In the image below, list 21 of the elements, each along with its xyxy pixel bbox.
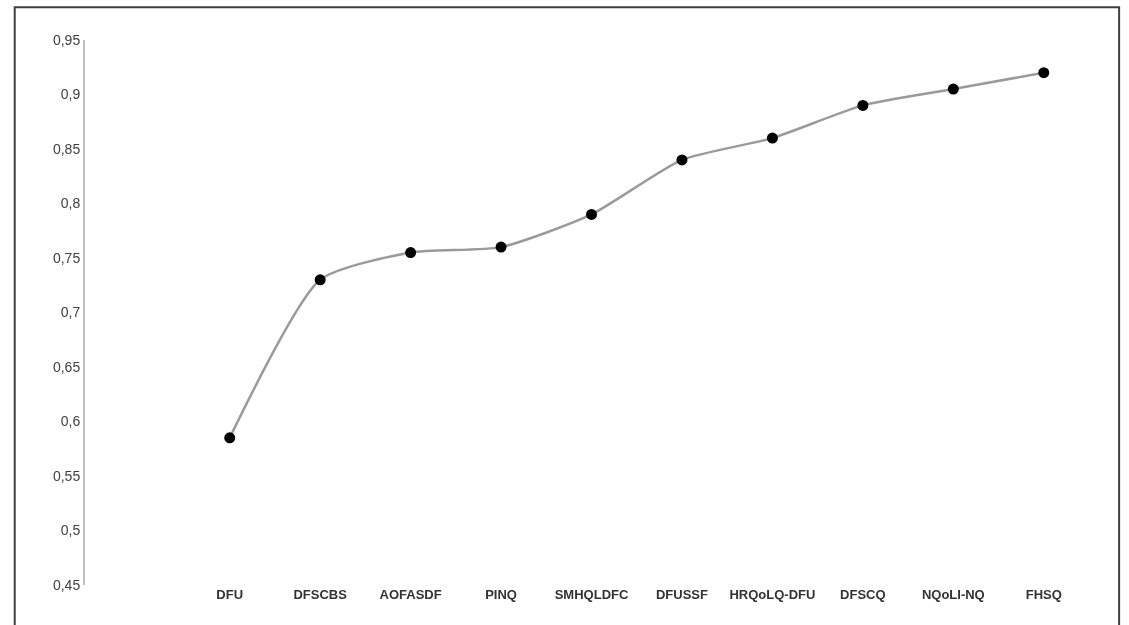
y-tick-label: 0,75 [52, 249, 81, 266]
x-tick-label: PINQ [485, 587, 517, 602]
y-tick-label: 0,7 [60, 304, 81, 321]
y-tick-label: 0,45 [52, 576, 81, 593]
x-tick-label: DFSCQ [840, 587, 886, 602]
x-tick-label: HRQoLQ-DFU [729, 587, 816, 602]
x-tick-label: AOFASDF [379, 587, 442, 602]
y-tick-label: 0,5 [60, 522, 81, 539]
x-tick-label: DFSCBS [293, 587, 348, 602]
x-tick-label: NQoLI-NQ [921, 587, 985, 602]
x-tick-label: FHSQ [1025, 587, 1062, 602]
x-tick-label: SMHQLDFC [554, 587, 629, 602]
y-tick-label: 0,95 [52, 31, 81, 48]
x-tick-label: DFUSSF [655, 587, 709, 602]
y-tick-label: 0,55 [52, 467, 81, 484]
y-tick-label: 0,85 [52, 140, 81, 157]
y-tick-label: 0,8 [60, 195, 81, 212]
y-tick-label: 0,9 [60, 86, 81, 103]
y-tick-label: 0,65 [52, 358, 81, 375]
y-tick-label: 0,6 [60, 413, 81, 430]
x-tick-label: DFU [216, 587, 244, 602]
